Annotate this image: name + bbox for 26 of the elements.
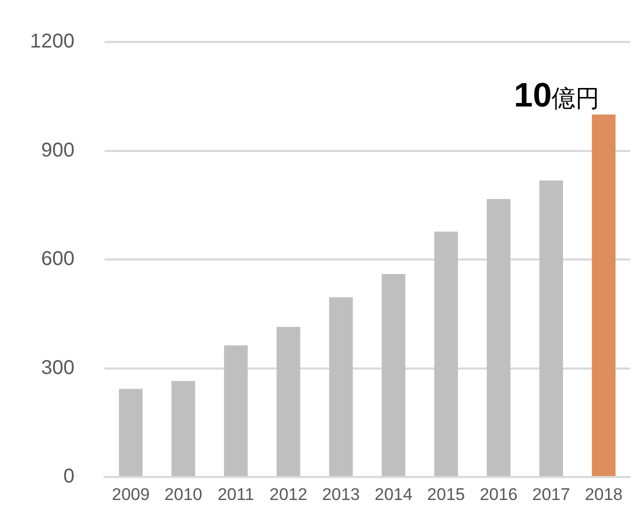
x-tick-label: 2012 xyxy=(270,484,308,504)
y-tick-label: 1200 xyxy=(30,30,74,53)
bar xyxy=(276,326,300,476)
x-tick-label: 2018 xyxy=(584,484,623,504)
x-tick-label: 2014 xyxy=(374,484,412,504)
bar xyxy=(118,388,143,476)
x-tick-label: 2016 xyxy=(480,484,518,504)
bar xyxy=(329,297,353,476)
annotation: 10億円 xyxy=(514,76,600,114)
x-tick-label: 2011 xyxy=(218,484,254,504)
bar xyxy=(171,380,196,476)
y-tick-label: 600 xyxy=(41,248,74,270)
bar xyxy=(382,274,406,476)
x-tick-label: 2010 xyxy=(164,484,202,504)
x-tick-label: 2017 xyxy=(532,484,570,504)
x-tick-label: 2009 xyxy=(112,484,150,504)
y-tick-label: 0 xyxy=(63,466,74,488)
bar xyxy=(592,114,616,476)
bar xyxy=(486,198,510,476)
y-tick-label: 900 xyxy=(41,139,74,162)
bar xyxy=(434,232,458,476)
x-tick-label: 2013 xyxy=(322,484,360,504)
x-tick-label: 2015 xyxy=(427,484,465,504)
bar xyxy=(539,180,563,476)
y-tick-label: 300 xyxy=(41,356,74,379)
bar xyxy=(224,345,248,476)
